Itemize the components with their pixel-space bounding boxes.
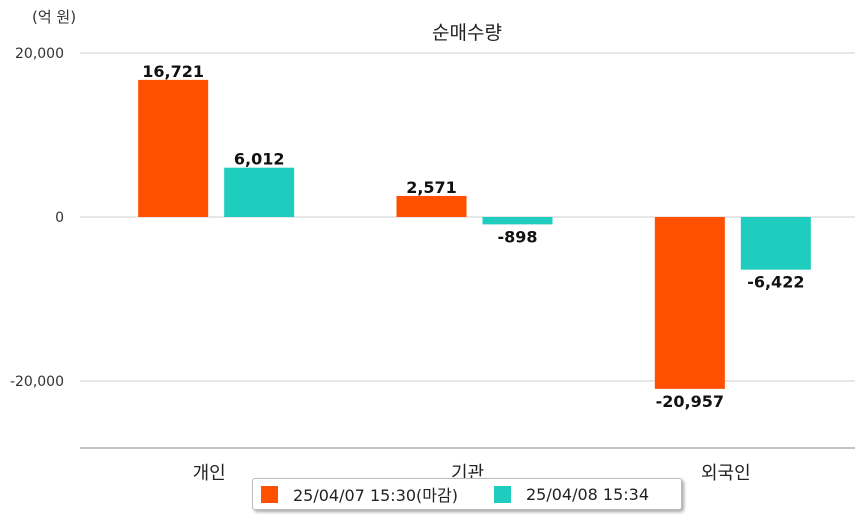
legend-label: 25/04/07 15:30(마감) (293, 486, 458, 505)
bar-2 (482, 217, 553, 225)
y-tick-label: 20,000 (15, 46, 64, 62)
data-label: 2,571 (406, 178, 457, 197)
legend-swatch (261, 485, 278, 503)
data-label: -20,957 (656, 392, 724, 411)
bar-1 (396, 195, 467, 217)
legend-label: 25/04/08 15:34 (525, 484, 650, 504)
data-label: 6,012 (234, 150, 285, 169)
legend-item-series-2[interactable]: 25/04/08 15:34 (493, 484, 650, 504)
legend-swatch (493, 485, 511, 503)
bar-1 (654, 217, 725, 389)
legend: 25/04/07 15:30(마감) 25/04/08 15:34 (252, 478, 682, 510)
x-tick-label: 외국인 (701, 463, 751, 484)
data-label: 16,721 (142, 62, 204, 81)
bar-2 (740, 217, 811, 270)
data-label: -898 (497, 227, 537, 246)
y-tick-label: 0 (55, 210, 64, 226)
chart-title: 순매수량 (432, 22, 502, 44)
data-label: -6,422 (747, 273, 804, 292)
bar-2 (224, 167, 295, 217)
y-tick-label: -20,000 (10, 374, 64, 390)
legend-item-series-1[interactable]: 25/04/07 15:30(마감) (261, 482, 458, 506)
unit-label: (억 원) (32, 8, 77, 26)
bar-1 (138, 79, 209, 217)
x-tick-label: 개인 (193, 463, 226, 484)
